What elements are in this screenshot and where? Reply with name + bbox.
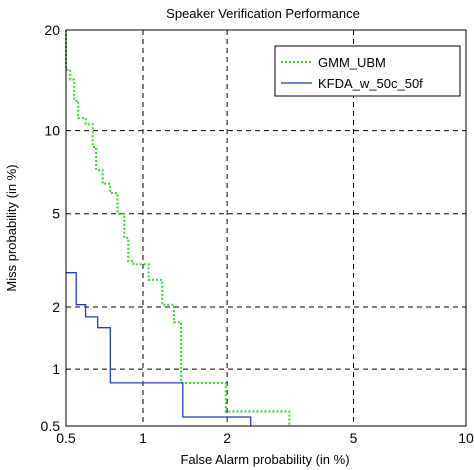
tick-labels: 0.5 1 2 5 10 0.5 1 2 5 10 20	[41, 22, 474, 446]
series-line-gmm-ubm	[65, 30, 291, 426]
series-layer	[65, 30, 291, 426]
y-tick-label: 2	[52, 299, 60, 315]
plot-frame	[65, 29, 467, 427]
y-tick-label: 0.5	[41, 418, 61, 434]
series-line-kfda-w-50c-50f	[66, 272, 252, 426]
chart-title: Speaker Verification Performance	[166, 6, 360, 21]
y-tick-label: 1	[52, 361, 60, 377]
legend-label-kfda: KFDA_w_50c_50f	[318, 76, 423, 91]
x-tick-label: 2	[223, 430, 231, 446]
y-tick-label: 10	[44, 123, 60, 139]
y-tick-label: 5	[52, 206, 60, 222]
y-tick-label: 20	[44, 22, 60, 38]
legend-label-gmm-ubm: GMM_UBM	[318, 55, 386, 70]
x-tick-label: 1	[139, 430, 147, 446]
x-tick-label: 5	[350, 430, 358, 446]
y-axis-label: Miss probability (in %)	[4, 164, 19, 291]
x-tick-label: 0.5	[56, 430, 76, 446]
legend-box	[274, 45, 461, 97]
legend: GMM_UBM KFDA_w_50c_50f	[274, 45, 461, 97]
x-axis-label: False Alarm probability (in %)	[180, 452, 349, 467]
x-tick-label: 10	[458, 430, 474, 446]
